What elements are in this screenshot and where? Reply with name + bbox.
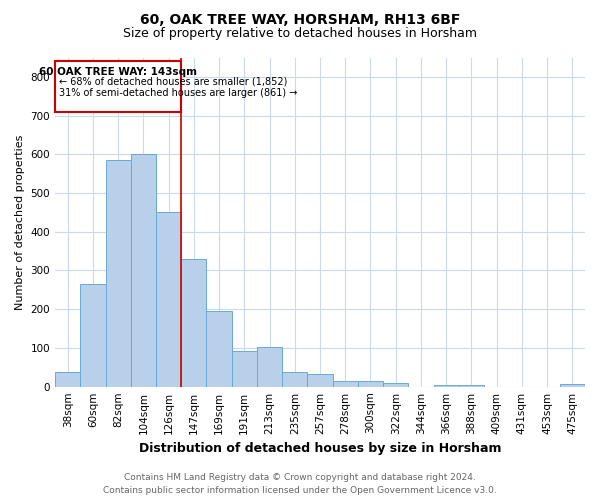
Bar [55, 372, 80, 386]
Bar [282, 372, 307, 386]
Bar [257, 347, 282, 387]
Y-axis label: Number of detached properties: Number of detached properties [15, 134, 25, 310]
Text: Contains HM Land Registry data © Crown copyright and database right 2024.
Contai: Contains HM Land Registry data © Crown c… [103, 474, 497, 495]
Bar [156, 212, 181, 386]
Bar [131, 154, 156, 386]
Text: ← 68% of detached houses are smaller (1,852): ← 68% of detached houses are smaller (1,… [59, 77, 287, 87]
Text: Size of property relative to detached houses in Horsham: Size of property relative to detached ho… [123, 28, 477, 40]
Bar [106, 160, 131, 386]
X-axis label: Distribution of detached houses by size in Horsham: Distribution of detached houses by size … [139, 442, 501, 455]
Bar [434, 384, 459, 386]
Bar [560, 384, 585, 386]
Bar [459, 384, 484, 386]
Text: 60 OAK TREE WAY: 143sqm: 60 OAK TREE WAY: 143sqm [39, 67, 197, 77]
Text: 60, OAK TREE WAY, HORSHAM, RH13 6BF: 60, OAK TREE WAY, HORSHAM, RH13 6BF [140, 12, 460, 26]
Text: 31% of semi-detached houses are larger (861) →: 31% of semi-detached houses are larger (… [59, 88, 297, 98]
Bar [383, 383, 409, 386]
Bar [55, 62, 181, 112]
Bar [307, 374, 332, 386]
Bar [332, 381, 358, 386]
Bar [206, 311, 232, 386]
Bar [232, 351, 257, 386]
Bar [358, 381, 383, 386]
Bar [181, 259, 206, 386]
Bar [80, 284, 106, 386]
